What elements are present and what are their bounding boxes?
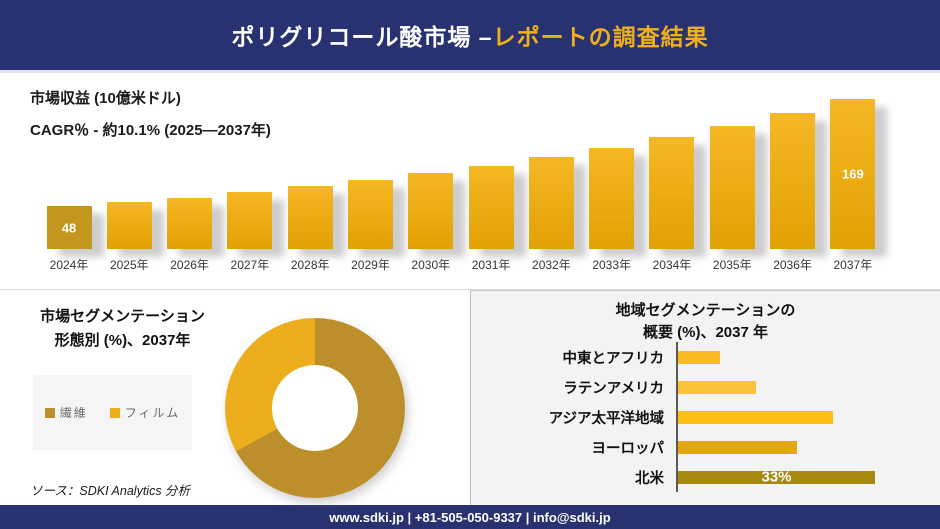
regional-category-label: ヨーロッパ [591,440,665,457]
revenue-bar-year-label: 2036年 [773,258,812,272]
form-chart-title-line2: 形態別 (%)、2037年 [54,332,191,349]
legend-item-繊維: 繊維 [44,404,88,421]
regional-category-label: 中東とアフリカ [562,350,665,367]
revenue-bar [589,148,635,249]
revenue-metric-label: 市場収益 (10億米ドル) [30,90,181,107]
regional-bar [678,410,833,424]
revenue-bar-year-label: 2025年 [109,258,149,272]
revenue-chart-annotations: 市場収益 (10億米ドル) CAGR％ - 約10.1% (2025―2037年… [30,87,271,151]
revenue-bar-slot: 2034年 [643,79,701,273]
legend-label: 繊維 [59,406,88,420]
revenue-bar-year-label: 2032年 [532,258,571,272]
page-title: ポリグリコール酸市場 –レポートの調査結果 [231,18,708,52]
regional-chart-title-line2: 概要 (%)、2037 年 [642,324,769,341]
regional-bar-track [676,372,940,402]
regional-bar-row: ラテンアメリカ [471,372,940,402]
revenue-bar-year-label: 2030年 [411,258,451,272]
revenue-bar-slot: 2035年 [703,79,761,273]
revenue-bar [528,157,574,249]
form-donut-chart [225,318,405,498]
revenue-bar [468,166,514,249]
page-title-main: ポリグリコール酸市場 – [231,24,493,50]
revenue-bar-slot: 2033年 [583,79,641,273]
regional-bar-row: 北米 33% [471,462,940,492]
revenue-bar [167,198,213,249]
regional-bar-chart: 中東とアフリカ ラテンアメリカアジア太平洋地域ヨーロッパ北米 33% [471,342,940,492]
regional-category-label: アジア太平洋地域 [548,410,664,427]
revenue-bar-chart: 48 2024年 2025年 2026年 2027年 2028年 2029年 2030年 203… [40,79,882,273]
legend-swatch-icon [109,407,120,418]
revenue-bar-slot: 48 2024年 [40,79,98,273]
form-chart-title-line1: 市場セグメンテーション [40,308,205,325]
cagr-label: CAGR％ - 約10.1% (2025―2037年) [30,122,271,139]
revenue-bar-value-label: 48 [61,220,77,235]
regional-bar: 33% [678,468,875,486]
regional-bar-track [676,402,940,432]
regional-bar-track: 33% [676,462,940,492]
revenue-bar [347,180,393,249]
revenue-chart-section: 市場収益 (10億米ドル) CAGR％ - 約10.1% (2025―2037年… [0,73,940,290]
source-note: ソース：SDKI Analytics 分析 [30,484,191,498]
revenue-bar-slot: 2031年 [462,79,520,273]
revenue-bar-slot: 2036年 [764,79,822,273]
revenue-bar-slot: 2032年 [522,79,580,273]
revenue-bar-slot: 2027年 [221,79,279,273]
revenue-bar-year-label: 2029年 [351,258,390,272]
revenue-bar-year-label: 2028年 [290,258,330,272]
regional-bar [678,350,720,364]
footer-bar: www.sdki.jp | +81-505-050-9337 | info@sd… [0,505,940,529]
regional-category-label: 北米 [635,470,664,487]
footer-contact-text: www.sdki.jp | +81-505-050-9337 | info@sd… [329,509,611,525]
regional-chart-title-line1: 地域セグメンテーションの [615,302,796,319]
revenue-bar [770,113,816,249]
revenue-bar-slot: 2025年 [100,79,158,273]
regional-bar-row: アジア太平洋地域 [471,402,940,432]
revenue-bar-slot: 169 2037年 [824,79,882,273]
revenue-bar-year-label: 2037年 [833,258,873,272]
revenue-bar [106,202,152,249]
revenue-bar [408,173,454,249]
page-title-accent: レポートの調査結果 [492,24,709,50]
regional-bar-row: 中東とアフリカ [471,342,940,372]
revenue-bar-slot: 2029年 [341,79,399,273]
revenue-bar [287,186,333,249]
form-chart-title: 市場セグメンテーション 形態別 (%)、2037年 [0,305,245,353]
regional-bar-track [676,432,940,462]
revenue-bar-year-label: 2026年 [170,258,209,272]
regional-bar-track [676,342,940,372]
revenue-bar-slot: 2030年 [402,79,460,273]
legend-swatch-icon [44,407,55,418]
regional-bar-value-label: 33% [761,468,792,486]
regional-bar-row: ヨーロッパ [471,432,940,462]
revenue-bar-year-label: 2035年 [712,258,752,272]
revenue-bar-year-label: 2031年 [471,258,511,272]
revenue-bar-value-label: 169 [842,166,864,182]
regional-bar [678,440,797,454]
regional-segmentation-panel: 地域セグメンテーションの 概要 (%)、2037 年 中東とアフリカ ラテンアメリ… [470,290,940,505]
legend-label: フィルム [124,406,181,420]
revenue-bar-year-label: 2024年 [49,258,89,272]
regional-chart-title: 地域セグメンテーションの 概要 (%)、2037 年 [471,300,940,344]
header-banner: ポリグリコール酸市場 –レポートの調査結果 [0,0,940,73]
form-chart-legend: 繊維 フィルム [33,375,192,450]
revenue-bar: 48 [46,206,92,249]
revenue-bar [227,192,273,249]
form-segmentation-panel: 市場セグメンテーション 形態別 (%)、2037年 繊維 フィルム ソース：SDK… [0,290,470,505]
revenue-bar-year-label: 2027年 [230,258,270,272]
revenue-bar-year-label: 2034年 [652,258,692,272]
revenue-bar [649,137,695,249]
revenue-bar: 169 [830,99,876,249]
regional-category-label: ラテンアメリカ [563,380,664,397]
revenue-bar-slot: 2026年 [161,79,219,273]
revenue-bar-slot: 2028年 [281,79,339,273]
regional-bar [678,380,756,394]
revenue-bar-year-label: 2033年 [592,258,632,272]
revenue-bar [709,126,755,249]
legend-item-フィルム: フィルム [109,404,181,421]
segmentation-section: 市場セグメンテーション 形態別 (%)、2037年 繊維 フィルム ソース：SDK… [0,290,940,505]
